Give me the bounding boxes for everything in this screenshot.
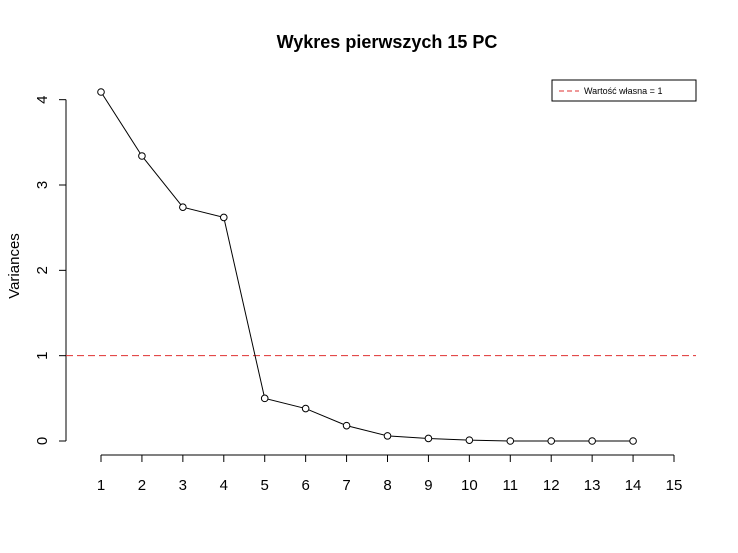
data-point [506,437,515,445]
series-line [100,91,634,442]
y-tick-label: 4 [34,96,51,104]
x-tick-label: 7 [342,477,350,494]
x-tick-label: 1 [97,477,105,494]
x-tick-label: 10 [461,477,478,494]
x-tick-label: 9 [424,477,432,494]
legend: Wartość własna = 1 [551,79,697,102]
data-point [301,404,310,413]
y-tick-label: 3 [34,181,51,189]
data-point [547,437,556,445]
variance-series [97,88,637,445]
legend-entry-label: Wartość własna = 1 [584,86,662,96]
data-point [179,203,187,211]
x-tick-label: 13 [584,477,601,494]
x-tick-label: 12 [543,477,560,494]
x-axis: 1 2 3 4 5 6 7 8 9 10 11 12 13 14 15 [97,454,683,494]
legend-box [551,79,697,102]
data-point [629,437,637,445]
data-point [424,434,433,443]
x-tick-label: 4 [220,477,228,494]
chart-title: Wykres pierwszych 15 PC [277,32,498,52]
y-tick-label: 2 [34,266,51,274]
data-point [97,88,105,96]
x-tick-label: 6 [301,477,309,494]
x-tick-label: 8 [383,477,391,494]
y-tick-label: 0 [34,437,51,445]
x-tick-label: 2 [138,477,146,494]
x-tick-label: 5 [261,477,269,494]
data-point [219,213,228,222]
y-axis: 0 1 2 3 4 [34,96,67,445]
x-tick-label: 3 [179,477,187,494]
y-tick-label: 1 [34,351,51,359]
x-tick-label: 14 [625,477,642,494]
x-tick-label: 15 [666,477,683,494]
data-point [465,436,474,444]
data-point [383,432,392,440]
data-point [260,394,269,403]
x-tick-label: 11 [502,477,518,494]
y-axis-label: Variances [6,233,23,299]
data-point [342,421,351,430]
data-point [138,152,146,160]
data-point [588,437,596,445]
